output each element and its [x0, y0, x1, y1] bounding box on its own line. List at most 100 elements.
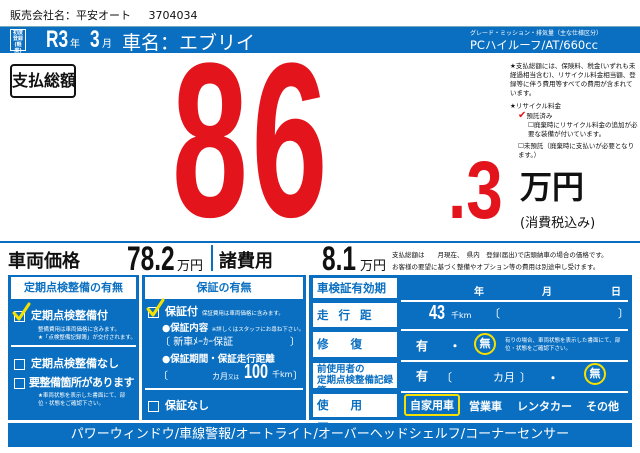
- fees: 8.1 万円: [322, 240, 386, 279]
- vehicle-price-label: 車両価格: [8, 251, 80, 272]
- recycle-deposited-label: 預託済み: [526, 112, 553, 120]
- separator: [11, 345, 136, 347]
- car-name: 車名：エブリイ: [122, 32, 256, 54]
- checkbox: [12, 302, 31, 322]
- warranty-content-value: 新車ﾒｰｶｰ保証: [173, 337, 234, 348]
- inspection-needs-label: 要整備箇所があります: [29, 376, 135, 389]
- grade-value: PCハイルーフ/AT/660cc: [470, 38, 598, 52]
- warranty-period-row: 〔カ月又は 100 千km 〕: [158, 361, 303, 383]
- first-reg-date: R3 年 3 月: [46, 25, 118, 54]
- separator: [401, 360, 628, 362]
- repair-yes[interactable]: 有: [416, 339, 429, 353]
- usage-option-rental[interactable]: レンタカー: [517, 400, 572, 413]
- record-label-2: 定期点検整備記録簿: [317, 375, 394, 397]
- price-note-1: 支払総額は 月現在、 県内 登録(届出)で店頭納車の場合の価格です。: [392, 251, 608, 259]
- warranty-with[interactable]: 保証付 保証費用は車両価格に含みます。: [146, 298, 284, 319]
- total-dec: .3: [448, 145, 503, 236]
- record-none[interactable]: 無: [584, 363, 606, 385]
- recycle-extra[interactable]: ☐廃棄時にリサイクル料金の追加が必要な装備が付いています。: [528, 121, 638, 138]
- expiry-year: 年: [474, 287, 484, 298]
- repair-label: 修復歴: [313, 332, 397, 376]
- equipment-bar: パワーウィンドウ/車線警報/オートライト/オーバーヘッドシェルフ/コーナーセンサ…: [8, 423, 632, 447]
- repair-none[interactable]: 無: [474, 333, 496, 355]
- or-label: 又は: [228, 375, 240, 381]
- warranty-content-label: ●保証内容: [162, 323, 209, 334]
- era-year: R3: [46, 26, 69, 53]
- inspection-with-note-2: ★「点検整備記録簿」が交付されます。: [38, 335, 136, 341]
- separator: [401, 391, 628, 393]
- recycle-not-label: 未預託（廃棄時に支払いが必要となります。）: [518, 142, 635, 159]
- record-months-row: 〔カ月〕: [441, 371, 531, 384]
- fees-value: 8.1: [322, 240, 357, 278]
- mileage-unit: 千km: [451, 311, 472, 320]
- record-yes[interactable]: 有: [416, 369, 429, 383]
- repair-note: 有りの場合、車両状態を表示した書面にて、部位・状態をご確認下さい。: [505, 338, 621, 352]
- repair-dot: ・: [449, 339, 462, 353]
- warranty-with-note: 保証費用は車両価格に含みます。: [201, 311, 284, 317]
- separator: [401, 300, 628, 302]
- total-int: 86: [172, 17, 332, 263]
- separator: [145, 388, 303, 390]
- total-tax: (消費税込み): [520, 216, 596, 231]
- divider: [0, 241, 640, 243]
- dealer-line: 販売会社名：平安オート 3704034: [10, 7, 198, 23]
- mileage-value: 43: [429, 302, 446, 324]
- usage-option-commercial[interactable]: 営業車: [469, 400, 502, 413]
- warranty-content: ●保証内容 ※詳しくはスタッフにお尋ね下さい。: [162, 320, 304, 334]
- expiry-month: 月: [542, 287, 552, 298]
- total-note: ★支払総額には、保険料、税金(いずれも未経過相当含む)、リサイクル料金相当額、登…: [510, 62, 636, 97]
- separator: [401, 329, 628, 331]
- dealer-code: 3704034: [148, 9, 198, 22]
- warranty-without[interactable]: 保証なし: [148, 397, 209, 413]
- inspection-title: 定期点検整備の有無: [11, 277, 136, 299]
- warranty-distance-unit: 千km: [272, 370, 293, 379]
- month: 3: [90, 26, 100, 53]
- check-icon: [146, 298, 165, 316]
- warranty-panel: 保証の有無 保証付 保証費用は車両価格に含みます。 ●保証内容 ※詳しくはスタッ…: [142, 275, 306, 420]
- mileage-label: 走行距離: [313, 303, 397, 346]
- record-dot: ・: [547, 371, 560, 385]
- notes: ★支払総額には、保険料、税金(いずれも未経過相当含む)、リサイクル料金相当額、登…: [510, 62, 638, 160]
- fees-unit: 万円: [360, 259, 387, 274]
- warranty-distance: 100: [244, 361, 269, 383]
- check-icon: ✔: [518, 110, 527, 121]
- usage-label: 使用歴: [313, 394, 397, 435]
- warranty-without-label: 保証なし: [165, 399, 209, 412]
- inspection-expiry-label: 車検証有効期限: [313, 278, 397, 315]
- recycle-title: ★リサイクル料金: [510, 102, 562, 110]
- record-label-1: 前使用者の: [317, 364, 365, 375]
- warranty-with-label: 保証付: [165, 305, 198, 318]
- usage-option-other[interactable]: その他: [586, 400, 619, 413]
- year-unit: 年: [70, 39, 80, 50]
- header-bar: 初度登録(軽度) R3 年 3 月 車名：エブリイ グレード・ミッション・排気量（主な…: [0, 25, 640, 54]
- recycle-not[interactable]: ☐未預託（廃棄時に支払いが必要となります。）: [518, 142, 635, 159]
- total-label: 支払総額: [10, 64, 76, 98]
- total-unit: 万円: [520, 168, 585, 206]
- inspection-with[interactable]: 定期点検整備付: [12, 302, 108, 323]
- checkbox: [146, 298, 165, 318]
- checkbox: [148, 400, 159, 412]
- warranty-title: 保証の有無: [145, 277, 303, 299]
- recycle-deposited[interactable]: ✔預託済み: [510, 111, 638, 121]
- inspection-without-label: 定期点検整備なし: [31, 357, 119, 370]
- usage-option-private[interactable]: 自家用車: [404, 394, 460, 416]
- total-price: 86: [172, 17, 429, 263]
- record-months-unit: カ月: [493, 371, 515, 384]
- inspection-needs[interactable]: 要整備箇所があります: [14, 374, 135, 390]
- warranty-content-note: ※詳しくはスタッフにお尋ね下さい。: [211, 327, 305, 333]
- inspection-needs-note: ★車両状態を表示した書面にて、部位・状態をご確認下さい。: [38, 393, 126, 407]
- checkbox: [14, 358, 25, 370]
- first-reg-label: 初度登録(軽度): [10, 29, 26, 54]
- dealer-name: 販売会社名：平安オート: [10, 9, 131, 22]
- inspection-panel: 定期点検整備の有無 定期点検整備付 整備費用は車両価格に含みます。 ★「点検整備…: [8, 275, 139, 420]
- inspection-without[interactable]: 定期点検整備なし: [14, 355, 119, 371]
- checkbox: [14, 377, 25, 389]
- month-unit: 月: [102, 39, 112, 50]
- vehicle-price: 78.2 万円: [127, 240, 203, 279]
- price-divider: [211, 245, 213, 271]
- check-icon: [12, 302, 31, 320]
- warranty-content-value-row: 〔 新車ﾒｰｶｰ保証〕: [160, 337, 300, 348]
- price-note-2: お客様の要望に基づく整備やオプション等の費用は別途申し受けます。: [392, 263, 600, 271]
- expiry-day: 日: [611, 287, 621, 298]
